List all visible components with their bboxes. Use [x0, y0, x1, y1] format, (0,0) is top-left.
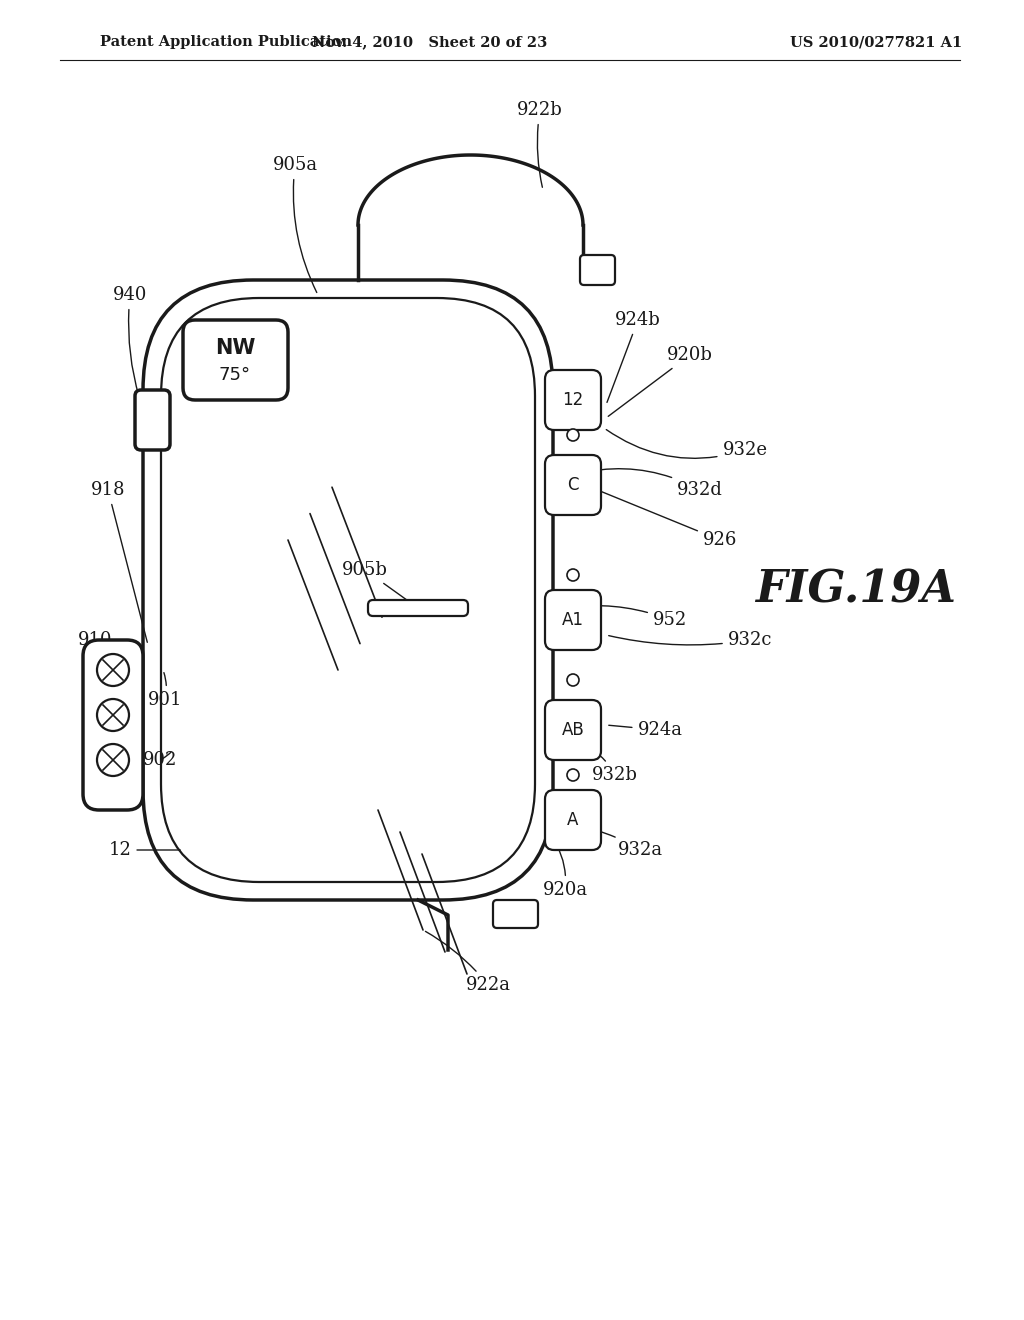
- Text: NW: NW: [215, 338, 255, 358]
- Text: Nov. 4, 2010   Sheet 20 of 23: Nov. 4, 2010 Sheet 20 of 23: [312, 36, 548, 49]
- Text: Patent Application Publication: Patent Application Publication: [100, 36, 352, 49]
- FancyBboxPatch shape: [161, 298, 535, 882]
- Text: 12: 12: [109, 841, 180, 859]
- FancyBboxPatch shape: [493, 900, 538, 928]
- Text: 901: 901: [147, 673, 182, 709]
- Text: 75°: 75°: [219, 366, 251, 384]
- Text: A1: A1: [562, 611, 584, 630]
- Text: 924b: 924b: [607, 312, 660, 403]
- Text: 924a: 924a: [608, 721, 683, 739]
- Text: 926: 926: [575, 480, 737, 549]
- FancyBboxPatch shape: [545, 455, 601, 515]
- Text: A: A: [567, 810, 579, 829]
- Circle shape: [567, 770, 579, 781]
- Text: US 2010/0277821 A1: US 2010/0277821 A1: [790, 36, 963, 49]
- Circle shape: [97, 744, 129, 776]
- Circle shape: [97, 700, 129, 731]
- Text: 932a: 932a: [575, 825, 663, 859]
- FancyBboxPatch shape: [545, 700, 601, 760]
- Text: 932d: 932d: [575, 469, 723, 499]
- Text: 920b: 920b: [608, 346, 713, 416]
- Text: 940: 940: [113, 286, 147, 397]
- Circle shape: [567, 675, 579, 686]
- Text: 910: 910: [78, 631, 113, 722]
- Circle shape: [567, 569, 579, 581]
- Text: C: C: [567, 477, 579, 494]
- FancyBboxPatch shape: [545, 789, 601, 850]
- Text: AB: AB: [561, 721, 585, 739]
- Text: 920a: 920a: [543, 837, 588, 899]
- Text: 12: 12: [562, 391, 584, 409]
- FancyBboxPatch shape: [368, 601, 468, 616]
- FancyBboxPatch shape: [143, 280, 553, 900]
- Text: 952: 952: [558, 606, 687, 630]
- FancyBboxPatch shape: [83, 640, 143, 810]
- FancyBboxPatch shape: [545, 590, 601, 649]
- Text: 918: 918: [91, 480, 147, 643]
- FancyBboxPatch shape: [580, 255, 615, 285]
- FancyBboxPatch shape: [135, 389, 170, 450]
- Text: 922a: 922a: [425, 932, 511, 994]
- Circle shape: [567, 429, 579, 441]
- Text: 932b: 932b: [575, 741, 638, 784]
- Text: 932c: 932c: [608, 631, 772, 649]
- FancyBboxPatch shape: [183, 319, 288, 400]
- FancyBboxPatch shape: [545, 370, 601, 430]
- Circle shape: [97, 653, 129, 686]
- Text: FIG.19A: FIG.19A: [755, 569, 955, 611]
- Text: 905b: 905b: [342, 561, 416, 606]
- Text: 902: 902: [142, 751, 177, 770]
- Text: 905a: 905a: [272, 156, 317, 293]
- Text: 932e: 932e: [606, 429, 768, 459]
- Text: 922b: 922b: [517, 102, 563, 187]
